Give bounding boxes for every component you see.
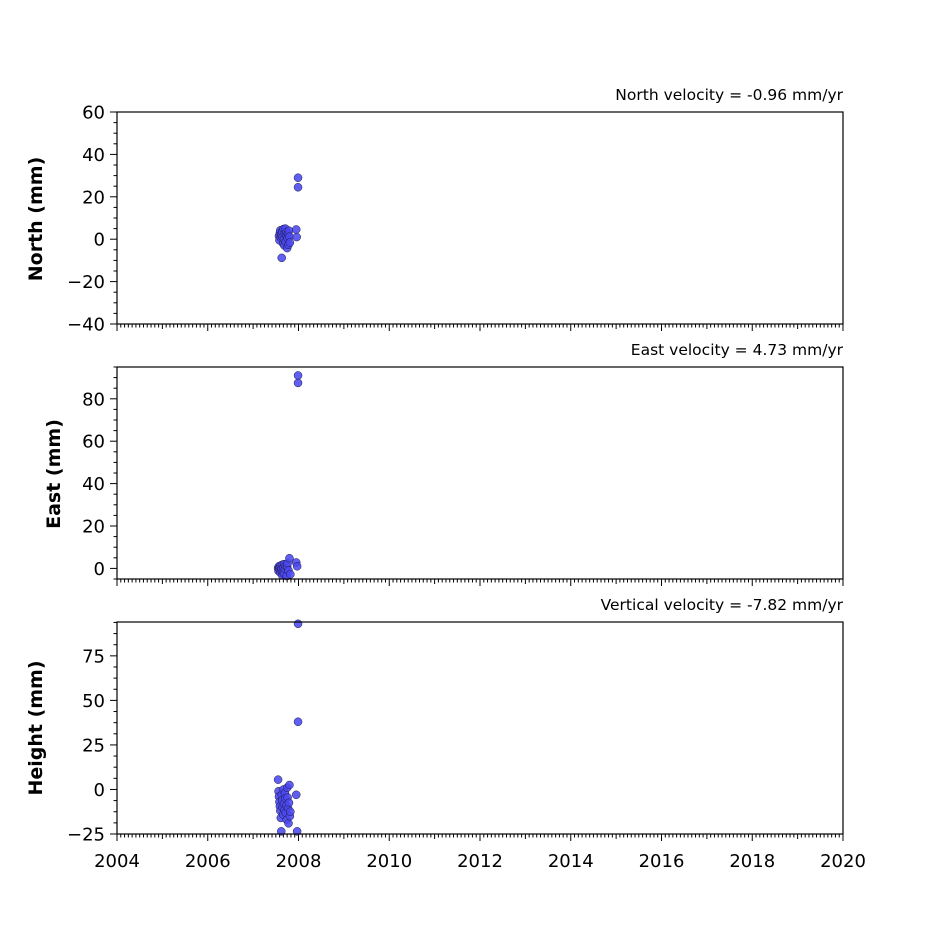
height-data-point-0 [273,775,283,784]
height-data-point-29 [292,827,302,836]
east-data-point-25 [293,371,303,380]
y-tick-label-north-40: 40 [82,145,105,166]
y-tick-label-height--25: −25 [67,825,105,846]
height-data-point-27 [286,807,295,816]
x-tick-label-2014: 2014 [548,851,594,872]
east-data-point-24 [292,562,302,571]
north-data-point-6 [277,253,286,263]
north-velocity-title: North velocity = -0.96 mm/yr [615,86,843,104]
height-panel: Vertical velocity = -7.82 mm/yr Height (… [25,596,866,872]
y-tick-label-north-0: 0 [94,230,105,251]
vertical-velocity-title: Vertical velocity = -7.82 mm/yr [601,596,844,614]
east-data-point-26 [293,378,303,388]
y-tick-label-height-50: 50 [82,691,105,712]
height-data-point-25 [285,780,294,790]
height-data-point-31 [293,619,303,629]
north-marks: −40 −20 0 20 40 60 [67,103,844,336]
y-tick-label-east-0: 0 [94,559,105,580]
y-tick-label-east-60: 60 [82,432,105,453]
north-data-point-28 [293,183,303,192]
x-tick-label-2016: 2016 [639,851,685,872]
y-tick-label-height-25: 25 [82,735,105,756]
x-tick-label-2020: 2020 [820,851,866,872]
y-tick-label-east-20: 20 [82,517,105,538]
height-plot-frame [116,621,844,835]
height-y-axis-label: Height (mm) [25,660,47,795]
x-tick-label-2010: 2010 [366,851,412,872]
east-data-point-21 [285,553,294,563]
y-tick-label-east-40: 40 [82,474,105,495]
x-tick-label-2004: 2004 [94,851,140,872]
east-plot-frame [116,366,844,580]
height-marks: 2004 2006 2008 2010 2012 2014 2016 2018 2020 −25 0… [67,619,866,872]
x-tick-label-2012: 2012 [457,851,503,872]
north-data-point-26 [292,232,301,242]
north-data-point-27 [293,173,303,182]
height-data-point-24 [284,798,294,808]
north-data-point-25 [291,225,301,234]
east-velocity-title: East velocity = 4.73 mm/yr [631,341,844,359]
north-plot-frame [116,111,844,325]
x-tick-label-2006: 2006 [185,851,231,872]
height-data-point-7 [277,827,286,836]
y-tick-label-north--40: −40 [67,315,105,336]
y-tick-label-north-20: 20 [82,187,105,208]
y-tick-label-north--20: −20 [67,272,105,293]
east-panel: East velocity = 4.73 mm/yr East (mm) 0 20… [43,341,844,586]
y-tick-label-north-60: 60 [82,103,105,124]
height-data-point-28 [291,790,301,800]
y-tick-label-east-80: 80 [82,389,105,410]
height-data-point-23 [284,819,293,828]
north-y-axis-label: North (mm) [25,157,47,282]
x-tick-label-2008: 2008 [276,851,322,872]
east-data-point-22 [286,570,295,579]
y-tick-label-height-75: 75 [82,646,105,667]
y-tick-label-height-0: 0 [94,780,105,801]
height-data-point-30 [293,717,303,727]
x-tick-label-2018: 2018 [729,851,775,872]
north-panel: North velocity = -0.96 mm/yr North (mm) … [25,86,844,336]
east-y-axis-label: East (mm) [43,419,65,529]
north-data-point-24 [285,238,295,247]
